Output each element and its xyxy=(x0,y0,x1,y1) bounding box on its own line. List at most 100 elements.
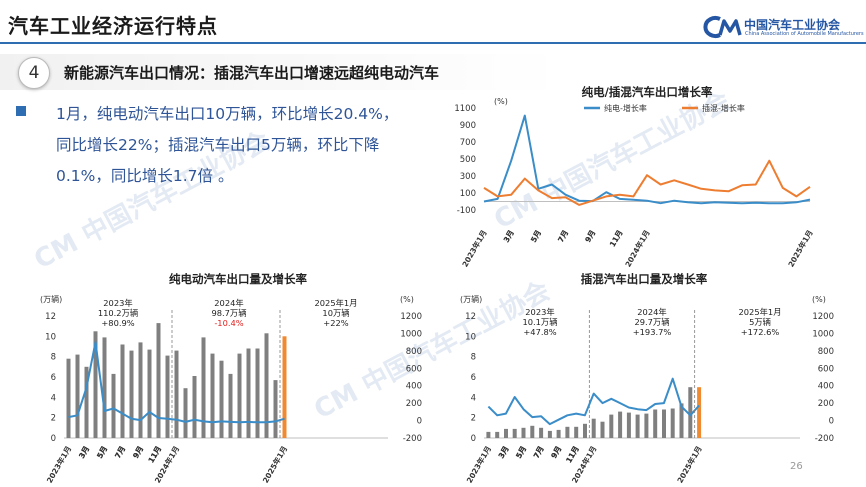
y-tick-label: 300 xyxy=(460,172,476,182)
bar xyxy=(219,360,224,438)
bar xyxy=(102,337,107,438)
annotation-line: 2024年 xyxy=(214,298,243,308)
bullet-line: 0.1%，同比增长1.7倍 。 xyxy=(56,167,234,185)
bar xyxy=(147,349,152,438)
annotation-line: 2024年 xyxy=(637,307,666,317)
bar xyxy=(255,348,260,438)
bar xyxy=(156,323,161,438)
caam-logo-icon xyxy=(703,16,742,38)
bar xyxy=(111,373,116,438)
y2-tick-label: 0 xyxy=(417,417,422,427)
y2-tick-label: 1000 xyxy=(400,329,422,339)
chart-title: 纯电动汽车出口量及增长率 xyxy=(169,272,307,286)
bar xyxy=(618,411,623,438)
y-tick-label: 900 xyxy=(460,121,476,131)
bar xyxy=(246,348,251,438)
bullet-line: 同比增长22%；插混汽车出口5万辆，环比下降 xyxy=(56,136,380,154)
bar xyxy=(84,366,89,438)
annotation-line: +193.7% xyxy=(633,327,672,337)
y2-tick-label: -200 xyxy=(403,434,422,444)
annotation-line: 5万辆 xyxy=(749,317,771,327)
annotation-line: 110.2万辆 xyxy=(98,308,138,318)
y2-tick-label: 200 xyxy=(818,399,834,409)
bar xyxy=(679,403,684,438)
y-tick-label: 6 xyxy=(51,373,56,383)
bar xyxy=(201,337,206,438)
annotation-line: -10.4% xyxy=(214,318,243,328)
bar xyxy=(75,354,80,438)
bar xyxy=(138,342,143,438)
y-tick-label: 2 xyxy=(471,414,476,424)
x-tick-label: 7月 xyxy=(532,445,546,461)
bar xyxy=(512,428,517,438)
y2-tick-label: 1200 xyxy=(400,312,422,322)
bar xyxy=(539,427,544,438)
annotation-line: 10.1万辆 xyxy=(522,317,557,327)
bar xyxy=(486,431,491,438)
x-tick-label: 5月 xyxy=(514,445,528,461)
y-tick-label: 0 xyxy=(51,434,56,444)
y-tick-label: 4 xyxy=(471,393,476,403)
y2-tick-label: 200 xyxy=(406,399,422,409)
y-axis-unit: (万辆) xyxy=(460,294,482,304)
chart-title: 插混汽车出口量及增长率 xyxy=(581,272,708,286)
bar xyxy=(565,426,570,438)
y-tick-label: 700 xyxy=(460,138,476,148)
y-tick-label: 8 xyxy=(51,353,56,363)
bar xyxy=(556,429,561,438)
legend-label: 插混-增长率 xyxy=(702,103,745,113)
bar xyxy=(626,412,631,438)
annotation-line: +47.8% xyxy=(523,327,556,337)
page-title: 汽车工业经济运行特点 xyxy=(8,14,218,38)
bar xyxy=(495,431,500,438)
bar xyxy=(210,353,215,438)
bar xyxy=(504,428,508,438)
annotation-line: 10万辆 xyxy=(322,308,349,318)
bar xyxy=(93,331,98,439)
series-line-phev xyxy=(483,159,811,206)
x-tick-label: 3月 xyxy=(497,445,511,461)
bar xyxy=(66,358,71,438)
y2-tick-label: 1200 xyxy=(812,312,834,322)
y-tick-label: 1100 xyxy=(454,104,476,114)
y2-tick-label: -200 xyxy=(815,434,834,444)
y-tick-label: 100 xyxy=(460,189,476,199)
y-tick-label: 6 xyxy=(471,373,476,383)
annotation-line: 2023年 xyxy=(103,298,132,308)
growth-line xyxy=(68,341,285,424)
y2-tick-label: 1000 xyxy=(812,329,834,339)
x-tick-label: 2025年1月 xyxy=(675,444,704,485)
bar xyxy=(183,388,188,438)
y2-tick-label: 400 xyxy=(406,382,422,392)
section-title: 新能源汽车出口情况：插混汽车出口增速远超纯电动汽车 xyxy=(64,64,440,82)
y-tick-label: 0 xyxy=(471,434,476,444)
annotation-line: 2025年1月 xyxy=(315,298,358,308)
bar xyxy=(609,414,614,438)
annotation-line: +80.9% xyxy=(101,318,134,328)
y-tick-label: 2 xyxy=(51,414,56,424)
y2-tick-label: 0 xyxy=(829,417,834,427)
header-divider xyxy=(0,42,866,44)
logo-text-en: China Association of Automobile Manufact… xyxy=(745,31,864,37)
y2-tick-label: 800 xyxy=(818,347,834,357)
bar xyxy=(273,380,278,438)
annotation-line: 98.7万辆 xyxy=(211,308,246,318)
y-tick-label: 500 xyxy=(460,155,476,165)
y-tick-label: 10 xyxy=(465,332,476,342)
y2-axis-unit: (%) xyxy=(400,295,414,304)
bar xyxy=(530,425,535,438)
y2-tick-label: 600 xyxy=(406,364,422,374)
y-tick-label: 10 xyxy=(45,332,56,342)
series-line-bev xyxy=(483,114,811,205)
y-axis-unit: (%) xyxy=(494,97,508,106)
bar xyxy=(662,409,666,438)
x-tick-label: 2023年1月 xyxy=(464,444,493,485)
bullet-line: 1月，纯电动汽车出口10万辆，环比增长20.4%， xyxy=(56,105,399,123)
bar-highlight xyxy=(282,336,287,438)
bullet-square-icon xyxy=(16,106,26,116)
y2-tick-label: 800 xyxy=(406,347,422,357)
bar xyxy=(192,376,197,438)
y-axis-unit: (万辆) xyxy=(40,294,62,304)
